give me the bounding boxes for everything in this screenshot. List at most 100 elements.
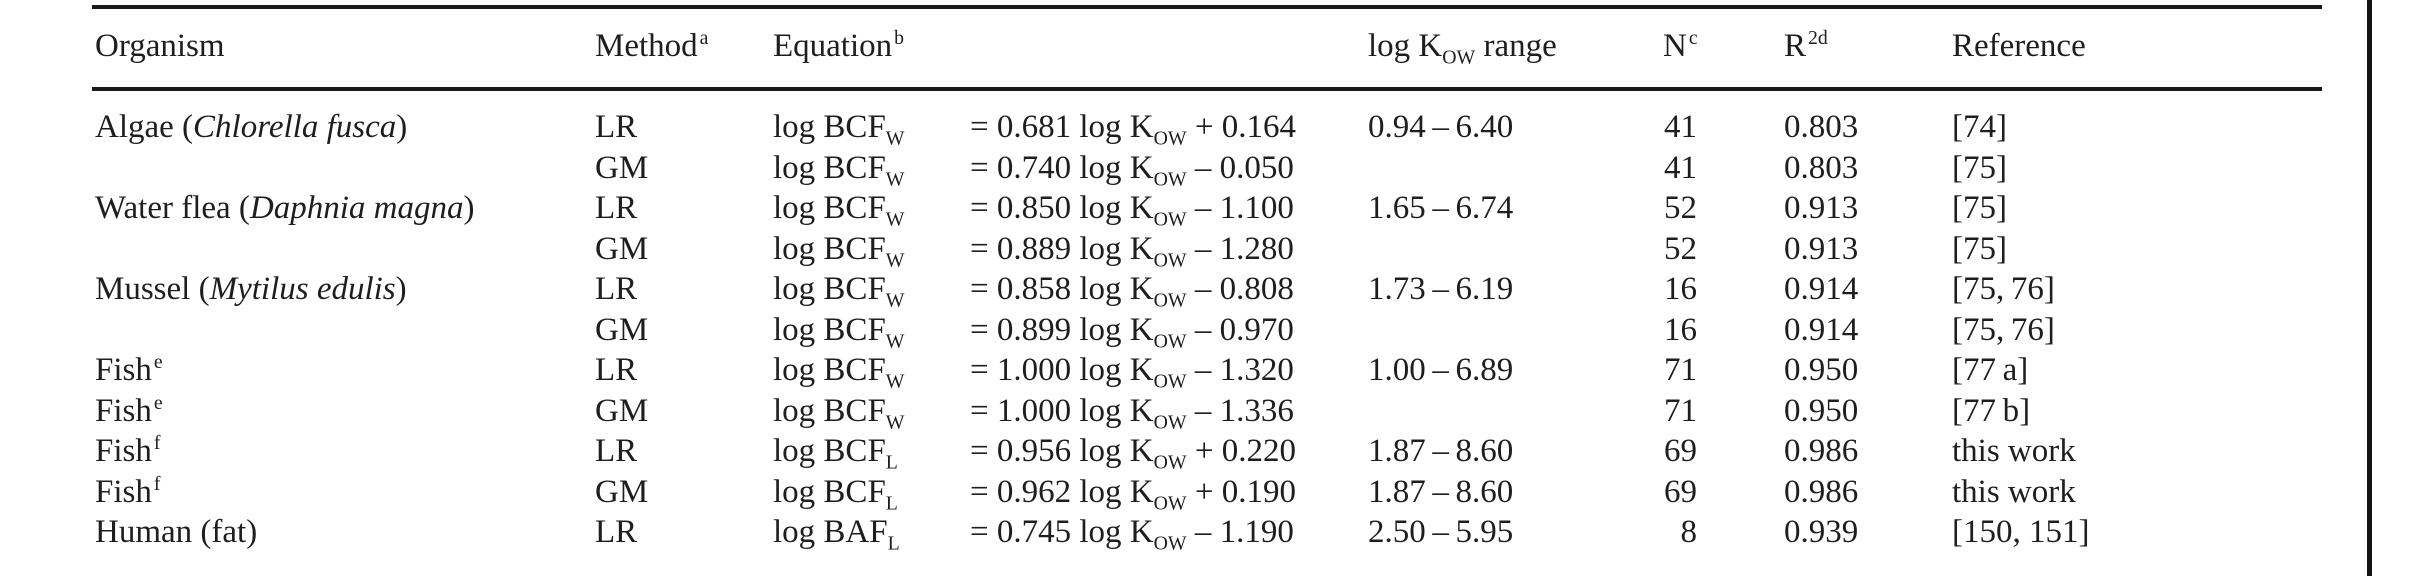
n-cell: 52 (1664, 190, 1697, 226)
r2-cell: 0.803 (1784, 149, 1859, 186)
organism-cell: Fish f (95, 432, 161, 469)
method-cell: LR (595, 271, 638, 307)
kow-subscript: OW (1153, 330, 1187, 353)
kow-range-cell: 0.94 – 6.40 (1368, 109, 1514, 145)
lhs-subscript: L (885, 492, 898, 515)
n-cell: 16 (1664, 311, 1697, 348)
r2-cell: 0.913 (1784, 190, 1859, 226)
r2-cell: 0.914 (1784, 271, 1859, 307)
kow-subscript: OW (1153, 370, 1187, 393)
header-footnote-marker: a (699, 27, 709, 49)
method-cell: LR (595, 109, 638, 145)
kow-subscript: OW (1153, 451, 1187, 474)
organism-cell: Human (fat) (95, 514, 258, 550)
lhs-subscript: W (885, 249, 905, 272)
kow-subscript: OW (1153, 411, 1187, 434)
table-header-separator-rule (92, 87, 2322, 91)
kow-subscript: OW (1153, 492, 1187, 515)
n-cell: 52 (1664, 230, 1697, 267)
organism-cell: Water flea (Daphnia magna) (95, 190, 475, 226)
lhs-subscript: W (885, 289, 905, 312)
table-row: Water flea (Daphnia magna) LR log BCFW = 0.… (92, 188, 2322, 229)
species-name: Chlorella fusca (193, 109, 397, 145)
lhs-subscript: W (885, 330, 905, 353)
lhs-subscript: W (885, 208, 905, 231)
equation-lhs: log BCFL (773, 433, 898, 474)
table-row: Fish e LR log BCFW = 1.000 log KOW – 1.320 1.… (92, 350, 2322, 391)
equation-lhs: log BCFW (773, 311, 905, 353)
reference-cell: [75, 76] (1952, 271, 2055, 307)
table-row: Human (fat) LR log BAFL = 0.745 log KOW – 1… (92, 512, 2322, 553)
table-row: GM log BCFW = 0.899 log KOW – 0.970 16 0.914… (92, 310, 2322, 351)
equation-cell: log BCFW = 0.681 log KOW + 0.164 (773, 109, 1296, 150)
kow-range-cell: 1.87 – 8.60 (1368, 473, 1514, 510)
footnote-marker: e (153, 391, 163, 414)
equation-cell: log BCFW = 0.850 log KOW – 1.100 (773, 190, 1294, 231)
r2-cell: 0.803 (1784, 109, 1859, 145)
method-cell: GM (595, 230, 649, 267)
column-header-reference: Reference (1952, 28, 2086, 64)
kow-subscript: OW (1153, 289, 1187, 312)
r2-cell: 0.914 (1784, 311, 1859, 348)
species-name: Mytilus edulis (209, 271, 396, 307)
method-cell: LR (595, 514, 638, 550)
equation-cell: log BCFW = 1.000 log KOW – 1.336 (773, 392, 1294, 434)
equation-cell: log BCFL = 0.956 log KOW + 0.220 (773, 433, 1296, 474)
footnote-marker: f (153, 432, 161, 454)
equation-cell: log BCFL = 0.962 log KOW + 0.190 (773, 473, 1296, 515)
reference-cell: [77 a] (1952, 352, 2029, 388)
table-row: GM log BCFW = 0.740 log KOW – 0.050 41 0.803… (92, 148, 2322, 189)
kow-subscript: OW (1153, 168, 1187, 191)
n-cell: 69 (1664, 473, 1697, 510)
table-row: Algae (Chlorella fusca) LR log BCFW = 0.681… (92, 107, 2322, 148)
equation-lhs: log BCFW (773, 230, 905, 272)
species-name: Daphnia magna (249, 190, 464, 226)
r2-cell: 0.986 (1784, 433, 1859, 469)
footnote-marker: e (153, 351, 163, 373)
kow-subscript: OW (1153, 532, 1187, 555)
lhs-subscript: W (885, 411, 905, 434)
table-row: Mussel (Mytilus edulis) LR log BCFW = 0.858… (92, 269, 2322, 310)
table-row: Fish f GM log BCFL = 0.962 log KOW + 0.190 1.… (92, 472, 2322, 513)
page-edge-line (2367, 0, 2372, 576)
equation-lhs: log BCFW (773, 149, 905, 191)
equation-cell: log BCFW = 0.740 log KOW – 0.050 (773, 149, 1294, 191)
n-cell: 16 (1664, 271, 1697, 307)
footnote-marker: f (153, 472, 161, 495)
n-cell: 69 (1664, 433, 1697, 469)
organism-cell: Fish e (95, 391, 163, 429)
method-cell: LR (595, 352, 638, 388)
reference-cell: this work (1952, 433, 2076, 469)
n-cell: 8 (1680, 514, 1698, 550)
equation-lhs: log BCFW (773, 392, 905, 434)
n-cell: 71 (1664, 392, 1697, 429)
lhs-subscript: W (885, 127, 905, 150)
equation-cell: log BCFW = 1.000 log KOW – 1.320 (773, 352, 1294, 393)
reference-cell: [75, 76] (1952, 311, 2055, 348)
column-header-method: Method a (595, 27, 709, 64)
r2-cell: 0.986 (1784, 473, 1859, 510)
reference-cell: this work (1952, 473, 2076, 510)
kow-range-cell: 1.87 – 8.60 (1368, 433, 1514, 469)
reference-cell: [75] (1952, 149, 2007, 186)
reference-cell: [75] (1952, 190, 2007, 226)
lhs-subscript: W (885, 168, 905, 191)
header-footnote-marker: b (894, 27, 905, 49)
kow-subscript: OW (1153, 127, 1187, 150)
kow-range-cell: 2.50 – 5.95 (1368, 514, 1514, 550)
equation-cell: log BAFL = 0.745 log KOW – 1.190 (773, 514, 1294, 555)
method-cell: GM (595, 311, 649, 348)
r2-cell: 0.950 (1784, 352, 1859, 388)
kow-subscript: OW (1153, 249, 1187, 272)
method-cell: GM (595, 149, 649, 186)
equation-lhs: log BCFL (773, 473, 898, 515)
column-header-organism: Organism (95, 28, 225, 64)
table-row: Fish f LR log BCFL = 0.956 log KOW + 0.220 1.… (92, 431, 2322, 472)
kow-subscript: OW (1153, 208, 1187, 231)
lhs-subscript: L (885, 451, 898, 474)
kow-range-cell: 1.65 – 6.74 (1368, 190, 1514, 226)
n-cell: 71 (1664, 352, 1697, 388)
method-cell: GM (595, 473, 649, 510)
